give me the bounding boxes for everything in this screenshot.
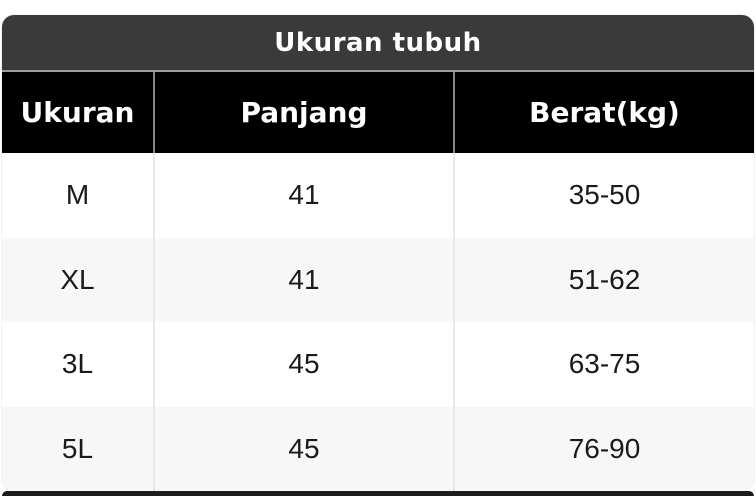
table-cell: 5L <box>2 406 155 491</box>
table-body: M 41 35-50 XL 41 51-62 3L 45 63-75 5L 45 76-90 <box>2 153 754 491</box>
column-header-berat: Berat(kg) <box>529 96 680 129</box>
table-row: 5L 45 76-90 <box>2 406 754 491</box>
table-row: 3L 45 63-75 <box>2 322 754 407</box>
column-header-panjang: Panjang <box>155 72 455 153</box>
table-cell: 41 <box>155 237 455 322</box>
table-cell: 76-90 <box>568 432 641 464</box>
column-header-ukuran: Ukuran <box>2 72 155 153</box>
table-cell: 45 <box>155 406 455 491</box>
table-cell: 3L <box>2 322 155 407</box>
table-cell: XL <box>2 237 155 322</box>
table-cell: 51-62 <box>568 263 641 295</box>
table-cell: 35-50 <box>568 179 641 211</box>
table-cell: 41 <box>155 153 455 238</box>
table-row: XL 41 51-62 <box>2 237 754 322</box>
table-title-bar: Ukuran tubuh <box>2 15 754 72</box>
table-header-row: Ukuran Panjang Berat(kg) <box>2 72 754 153</box>
table-cell: M <box>2 153 155 238</box>
next-section-edge <box>2 491 754 496</box>
table-title: Ukuran tubuh <box>274 27 482 58</box>
table-row: M 41 35-50 <box>2 153 754 238</box>
table-cell: 63-75 <box>568 348 641 380</box>
table-cell: 45 <box>155 322 455 407</box>
